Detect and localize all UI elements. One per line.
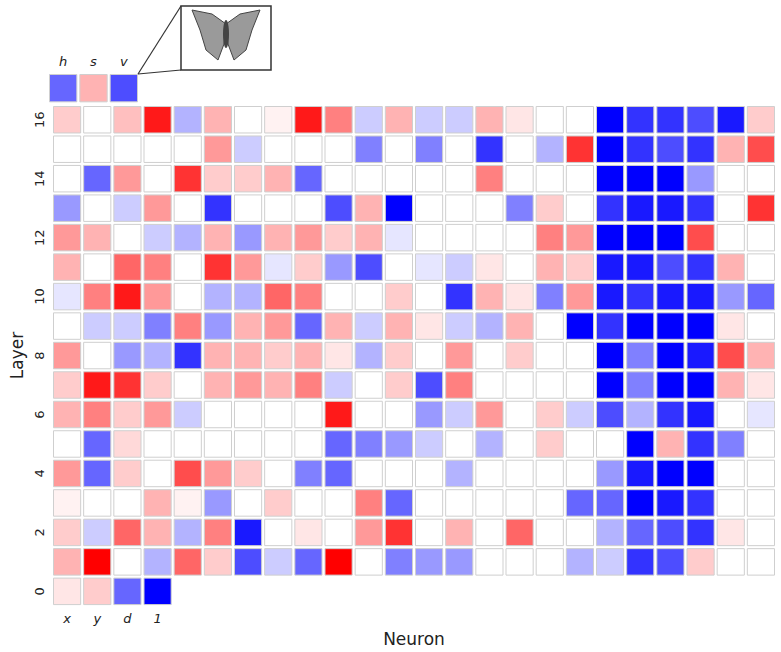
svg-text:14: 14 — [32, 170, 47, 187]
svg-text:h: h — [59, 54, 67, 69]
svg-text:12: 12 — [32, 229, 47, 246]
svg-text:x: x — [62, 611, 71, 626]
svg-text:16: 16 — [32, 111, 47, 128]
svg-text:1: 1 — [153, 611, 161, 626]
svg-text:8: 8 — [32, 351, 47, 359]
svg-text:Neuron: Neuron — [383, 629, 445, 649]
svg-text:6: 6 — [32, 410, 47, 418]
svg-text:10: 10 — [32, 288, 47, 305]
svg-text:y: y — [92, 611, 101, 626]
svg-text:4: 4 — [32, 469, 47, 477]
svg-text:v: v — [120, 54, 128, 69]
svg-text:s: s — [90, 54, 97, 69]
svg-text:0: 0 — [32, 587, 47, 595]
svg-text:d: d — [123, 611, 132, 626]
svg-text:Layer: Layer — [7, 332, 27, 379]
svg-text:2: 2 — [32, 528, 47, 536]
